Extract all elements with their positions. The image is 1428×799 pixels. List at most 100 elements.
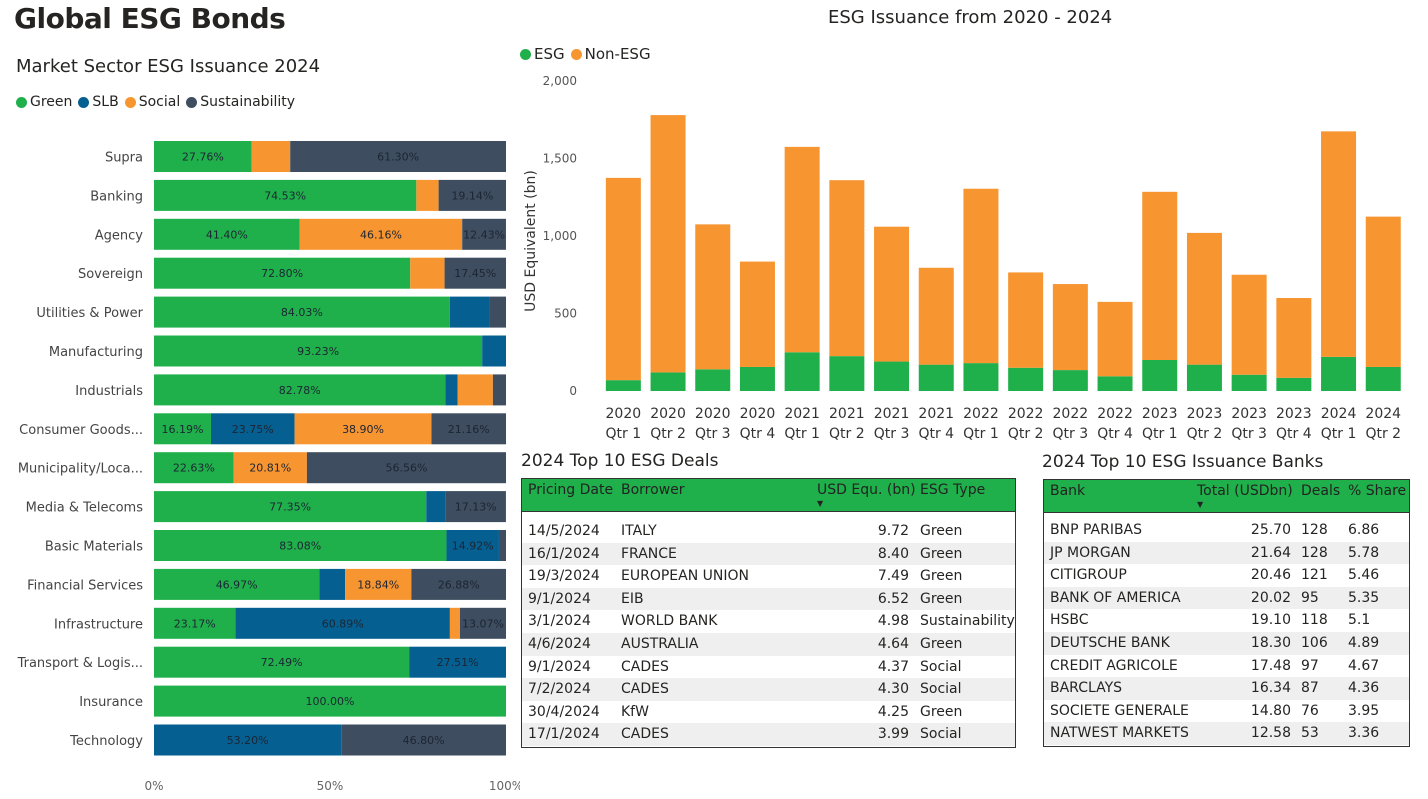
- column-header-share[interactable]: % Share: [1348, 483, 1407, 499]
- x-tick-label-year: 2021: [874, 406, 910, 422]
- cell-bank: SOCIETE GENERALE: [1050, 702, 1189, 719]
- y-tick-label: 0: [569, 384, 577, 398]
- x-tick-label-year: 2023: [1142, 406, 1178, 422]
- table-row[interactable]: CREDIT AGRICOLE 17.48 97 4.67: [1044, 655, 1409, 678]
- bar-segment: [154, 530, 447, 561]
- x-tick-label-quarter: Qtr 1: [606, 426, 642, 442]
- column-header-deals[interactable]: Deals: [1301, 483, 1341, 499]
- bar-segment: [874, 361, 910, 391]
- category-label: Banking: [90, 189, 143, 204]
- data-label: 12.43%: [463, 228, 505, 241]
- legend-item-social[interactable]: Social: [124, 94, 180, 110]
- column-header-pricing-date[interactable]: Pricing Date: [528, 482, 614, 498]
- data-label: 21.16%: [448, 423, 490, 436]
- legend-item-non-esg[interactable]: Non-ESG: [570, 45, 651, 63]
- table-row[interactable]: 30/4/2024 KfW 4.25 Green: [522, 701, 1015, 724]
- bar-segment: [154, 257, 411, 289]
- bar-segment: [459, 607, 506, 639]
- table-row[interactable]: SOCIETE GENERALE 14.80 76 3.95: [1044, 700, 1409, 723]
- bar-segment: [1321, 356, 1357, 391]
- deals-table-title: 2024 Top 10 ESG Deals: [521, 451, 719, 471]
- bar-segment: [739, 261, 775, 367]
- cell-pricing-date: 16/1/2024: [528, 545, 600, 562]
- sector-chart-legend[interactable]: Green SLB Social Sustainability: [16, 92, 301, 112]
- table-row[interactable]: BARCLAYS 16.34 87 4.36: [1044, 677, 1409, 700]
- table-row[interactable]: BNP PARIBAS 25.70 128 6.86: [1044, 519, 1409, 542]
- cell-bank: DEUTSCHE BANK: [1050, 634, 1170, 651]
- bar-segment: [290, 141, 506, 172]
- sort-descending-icon: ▼: [817, 499, 824, 508]
- bar-segment: [695, 224, 731, 370]
- sector-bar-chart[interactable]: Supra 27.76% 61.30% Banking 74.53% 19.14% Agen…: [0, 130, 520, 799]
- bar-segment: [1365, 366, 1401, 391]
- table-row[interactable]: 19/3/2024 EUROPEAN UNION 7.49 Green: [522, 565, 1015, 588]
- table-row[interactable]: CITIGROUP 20.46 121 5.46: [1044, 564, 1409, 587]
- bar-segment: [445, 491, 506, 523]
- column-header-total[interactable]: Total (USDbn): [1197, 483, 1293, 499]
- bar-segment: [431, 413, 506, 445]
- quarter-chart-legend[interactable]: ESG Non-ESG: [520, 44, 657, 64]
- cell-borrower: KfW: [621, 703, 649, 720]
- table-row[interactable]: 4/6/2024 AUSTRALIA 4.64 Green: [522, 632, 1015, 656]
- data-label: 84.03%: [281, 306, 323, 319]
- table-row[interactable]: BANK OF AMERICA 20.02 95 5.35: [1044, 586, 1409, 610]
- legend-item-sustainability[interactable]: Sustainability: [186, 94, 295, 110]
- bar-segment: [154, 568, 320, 600]
- bar-segment: [492, 374, 506, 406]
- data-label: 17.45%: [454, 267, 496, 280]
- category-label: Sovereign: [78, 267, 143, 282]
- x-tick-label-quarter: Qtr 4: [1097, 426, 1133, 442]
- banks-table[interactable]: Bank Total (USDbn) ▼ Deals % Share BNP P…: [1043, 479, 1410, 747]
- deals-table-body: 14/5/2024 ITALY 9.72 Green 16/1/2024 FRANCE 8…: [521, 512, 1016, 748]
- x-tick-label-year: 2021: [784, 406, 820, 422]
- legend-swatch: [78, 96, 90, 108]
- legend-label: Green: [30, 94, 73, 110]
- bar-segment: [1052, 370, 1088, 391]
- data-label: 93.23%: [297, 345, 339, 358]
- bar-segment: [233, 452, 307, 484]
- column-header-esg-type[interactable]: ESG Type: [920, 482, 986, 498]
- quarter-bar-chart[interactable]: 0 500 1,000 1,500 2,000 USD Equivalent (bn) 20…: [515, 68, 1425, 446]
- table-row[interactable]: 7/2/2024 CADES 4.30 Social: [522, 678, 1015, 701]
- cell-total: 16.34: [1250, 680, 1291, 697]
- legend-item-esg[interactable]: ESG: [520, 45, 565, 63]
- table-row[interactable]: JP MORGAN 21.64 128 5.78: [1044, 541, 1409, 565]
- legend-label: SLB: [92, 94, 119, 110]
- cell-pricing-date: 7/2/2024: [528, 681, 591, 698]
- legend-swatch: [570, 48, 582, 60]
- category-label: Municipality/Loca...: [18, 462, 143, 477]
- table-row[interactable]: 16/1/2024 FRANCE 8.40 Green: [522, 542, 1015, 566]
- bar-segment: [345, 568, 412, 600]
- column-header-usd-equ[interactable]: USD Equ. (bn): [817, 482, 916, 498]
- table-row[interactable]: DEUTSCHE BANK 18.30 106 4.89: [1044, 631, 1409, 655]
- category-label: Basic Materials: [45, 540, 143, 555]
- column-header-bank[interactable]: Bank: [1050, 483, 1086, 499]
- table-row[interactable]: 9/1/2024 EIB 6.52 Green: [522, 587, 1015, 611]
- table-row[interactable]: 3/1/2024 WORLD BANK 4.98 Sustainability: [522, 610, 1015, 633]
- table-row[interactable]: NATWEST MARKETS 12.58 53 3.36: [1044, 722, 1409, 745]
- x-tick-label-year: 2023: [1187, 406, 1223, 422]
- bar-segment: [1186, 232, 1222, 365]
- cell-pricing-date: 9/1/2024: [528, 658, 591, 675]
- column-header-borrower[interactable]: Borrower: [621, 482, 685, 498]
- table-row[interactable]: 17/1/2024 CADES 3.99 Social: [522, 723, 1015, 746]
- cell-share: 3.36: [1348, 725, 1380, 742]
- bar-segment: [462, 218, 506, 250]
- y-tick-label: 500: [554, 307, 577, 321]
- table-row[interactable]: HSBC 19.10 118 5.1: [1044, 609, 1409, 632]
- category-label: Media & Telecoms: [26, 501, 144, 516]
- legend-item-green[interactable]: Green: [16, 94, 72, 110]
- table-row[interactable]: 9/1/2024 CADES 4.37 Social: [522, 656, 1015, 679]
- x-tick-label-quarter: Qtr 1: [963, 426, 999, 442]
- cell-bank: NATWEST MARKETS: [1050, 725, 1189, 742]
- cell-bank: HSBC: [1050, 612, 1089, 629]
- bar-segment: [1142, 191, 1178, 360]
- cell-borrower: EIB: [621, 590, 644, 607]
- legend-item-slb[interactable]: SLB: [78, 94, 119, 110]
- bar-segment: [154, 335, 483, 367]
- deals-table[interactable]: Pricing Date Borrower USD Equ. (bn) ▼ ES…: [521, 478, 1016, 748]
- x-tick-label-quarter: Qtr 1: [1321, 426, 1357, 442]
- category-label: Manufacturing: [49, 345, 143, 360]
- table-row[interactable]: 14/5/2024 ITALY 9.72 Green: [522, 520, 1015, 543]
- cell-usd-equ: 4.30: [877, 681, 909, 698]
